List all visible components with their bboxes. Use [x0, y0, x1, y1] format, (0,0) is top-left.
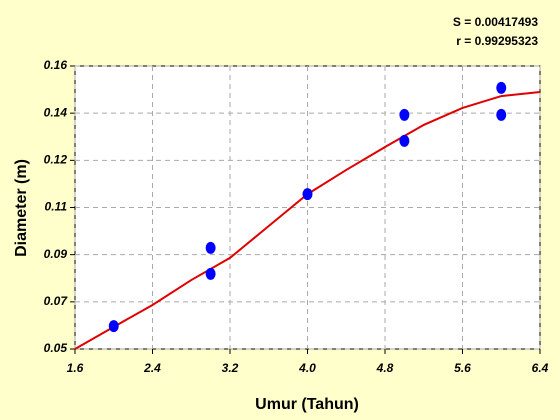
y-tick-label: 0.12: [44, 153, 68, 167]
data-point: [108, 320, 119, 333]
data-point: [205, 241, 216, 254]
x-tick-label: 5.6: [454, 361, 471, 375]
data-point: [399, 134, 410, 147]
x-tick-label: 6.4: [532, 361, 549, 375]
x-tick-label: 1.6: [67, 361, 84, 375]
y-tick-label: 0.14: [44, 105, 68, 119]
plot-area: [74, 65, 541, 350]
y-tick-label: 0.05: [44, 341, 68, 355]
data-point: [496, 108, 507, 121]
data-point: [205, 267, 216, 280]
stat-r: r = 0.99295323: [456, 34, 538, 48]
x-tick-label: 4.8: [376, 361, 394, 375]
x-tick-label: 3.2: [222, 361, 239, 375]
x-axis-title: Umur (Tahun): [255, 396, 359, 413]
y-tick-label: 0.07: [44, 294, 69, 308]
data-point: [496, 81, 507, 94]
y-tick-label: 0.09: [44, 247, 68, 261]
y-tick-label: 0.16: [44, 58, 68, 72]
y-tick-label: 0.11: [45, 200, 68, 214]
data-point: [302, 188, 313, 201]
data-point: [399, 108, 410, 121]
x-tick-label: 2.4: [143, 361, 161, 375]
x-tick-label: 4.0: [298, 361, 316, 375]
stat-s: S = 0.00417493: [453, 15, 538, 29]
y-axis-title: Diameter (m): [13, 159, 30, 257]
